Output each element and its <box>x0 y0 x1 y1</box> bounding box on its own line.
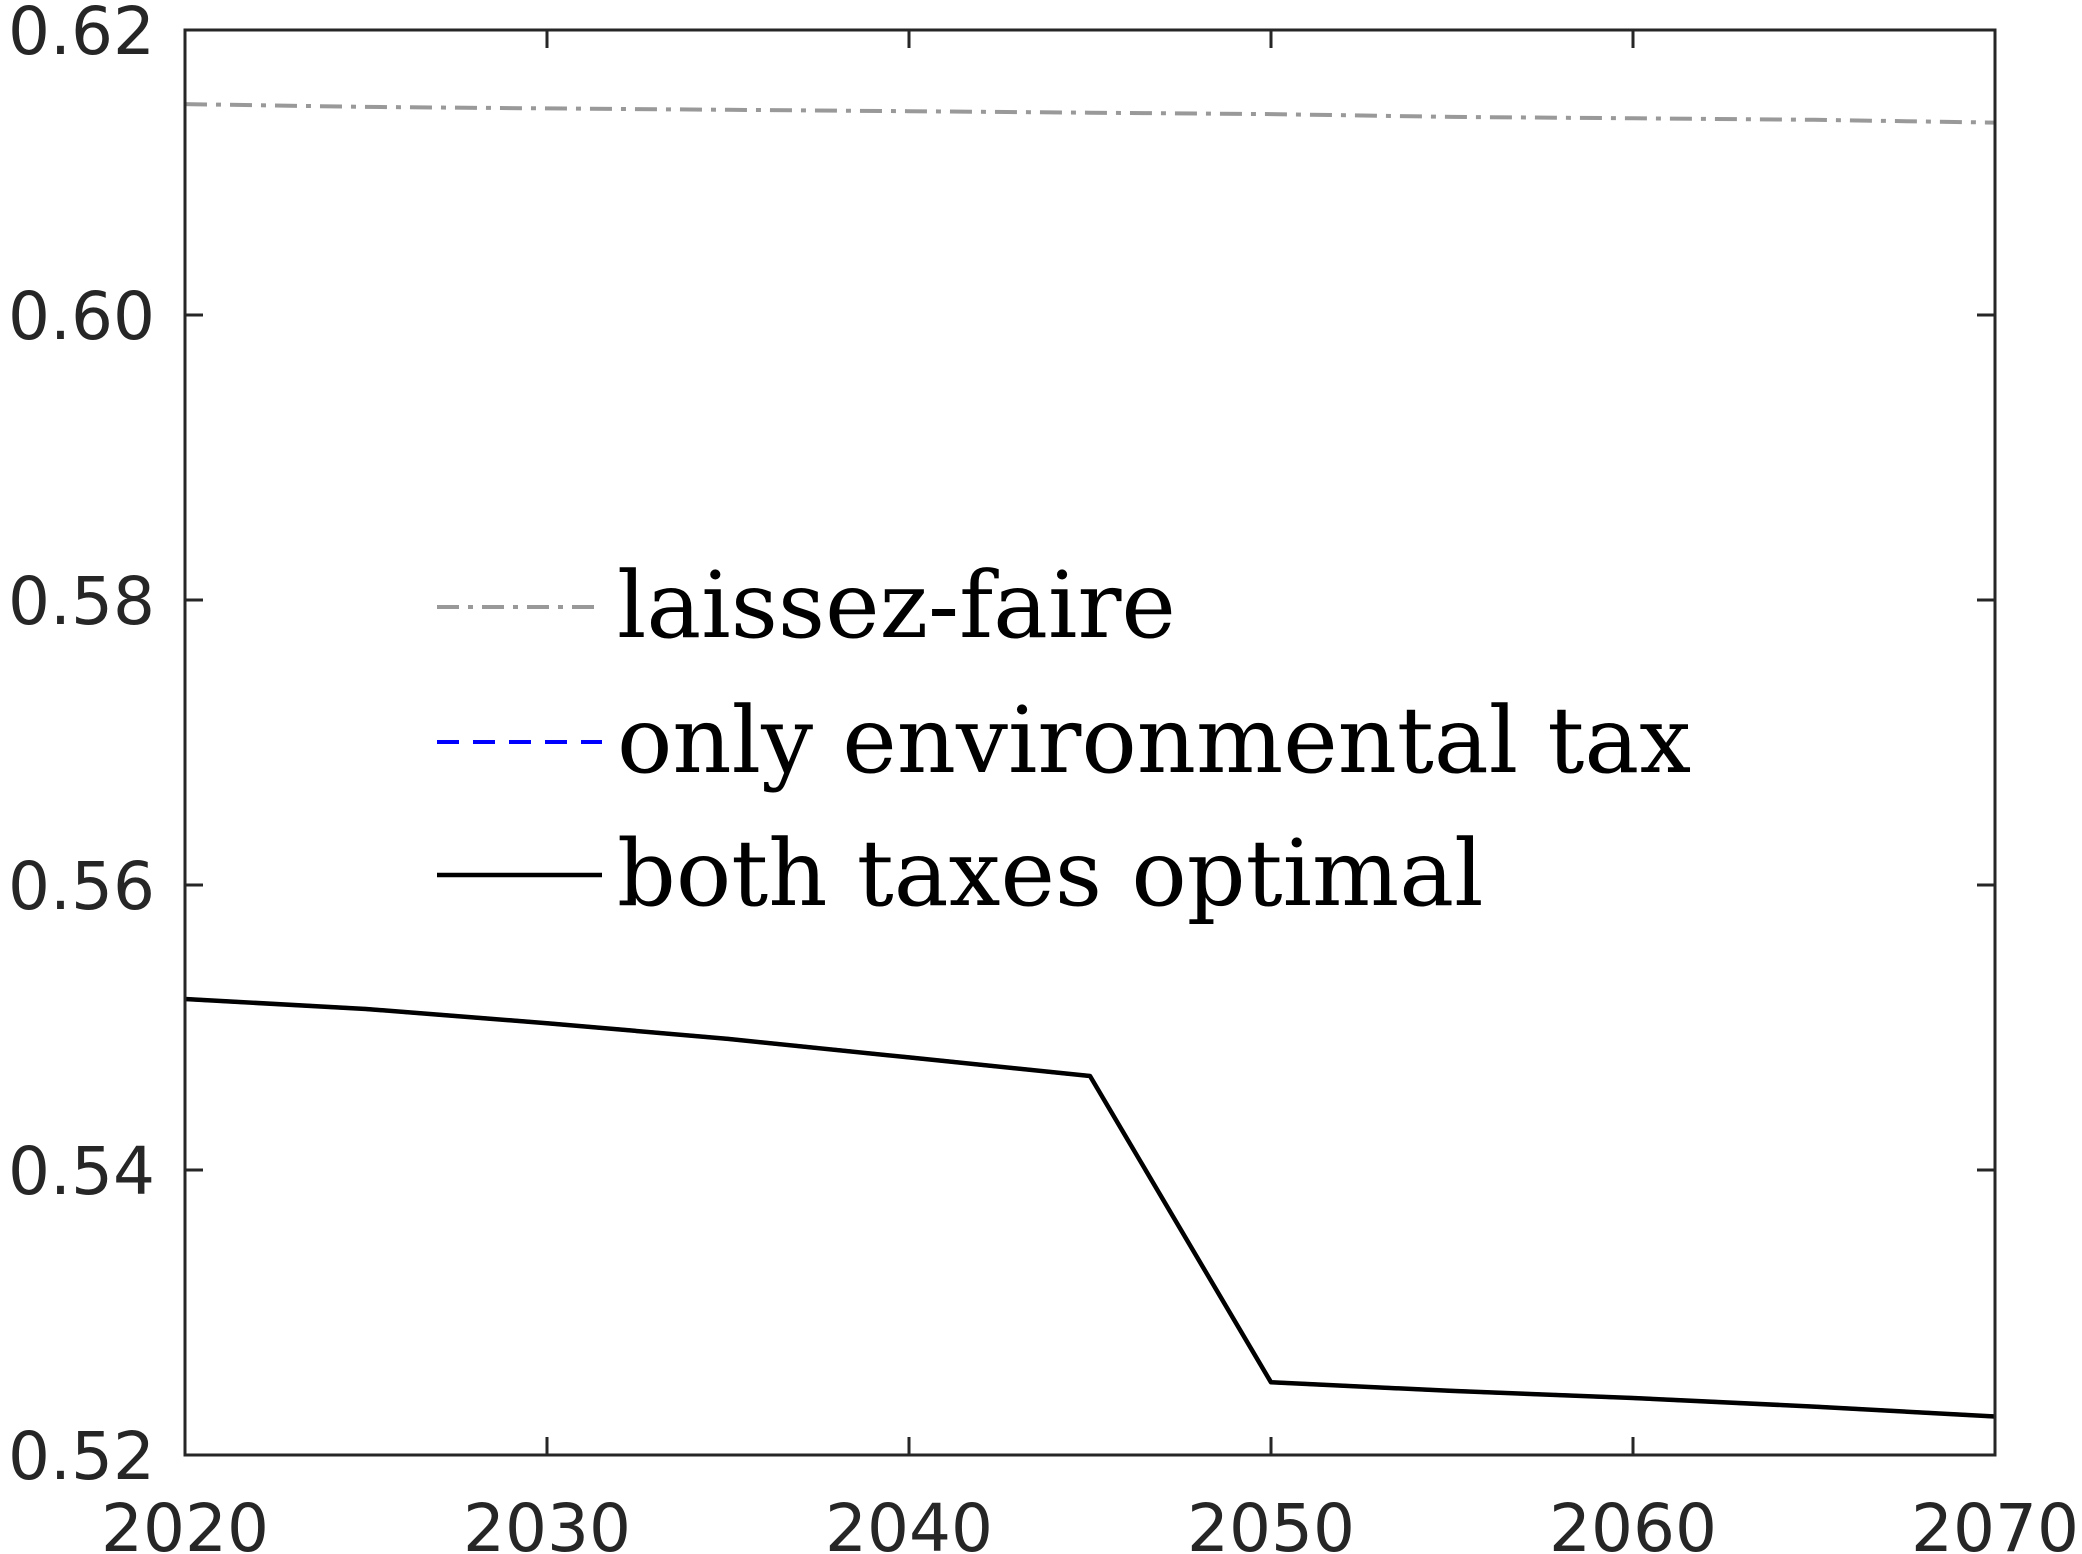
y-tick-label: 0.60 <box>8 278 155 355</box>
y-tick-label: 0.62 <box>8 0 155 70</box>
x-tick-label: 2030 <box>463 1490 631 1554</box>
series-line-both-taxes-optimal <box>184 996 1996 1419</box>
x-tick-label: 2060 <box>1549 1490 1717 1554</box>
series-layer <box>184 102 1996 1419</box>
legend: laissez-faire only environmental tax both … <box>437 552 1691 927</box>
y-tick-label: 0.56 <box>8 848 155 925</box>
legend-label: both taxes optimal <box>617 820 1484 927</box>
plot-frame <box>183 28 1997 1457</box>
ticks-layer: 2020 2030 2040 2050 2060 2070 0.52 0.54 0.56 0.58… <box>8 0 2079 1554</box>
y-tick-label: 0.54 <box>8 1133 155 1210</box>
x-tick-label: 2070 <box>1911 1490 2079 1554</box>
y-tick-label: 0.58 <box>8 563 155 640</box>
x-tick-label: 2040 <box>825 1490 993 1554</box>
x-tick-label: 2020 <box>101 1490 269 1554</box>
series-line-only-environmental-tax <box>184 997 1996 1419</box>
y-tick-label: 0.52 <box>8 1418 155 1495</box>
x-tick-label: 2050 <box>1187 1490 1355 1554</box>
series-line-laissez-faire <box>184 102 1996 125</box>
legend-label: laissez-faire <box>617 552 1176 659</box>
legend-label: only environmental tax <box>617 687 1691 794</box>
